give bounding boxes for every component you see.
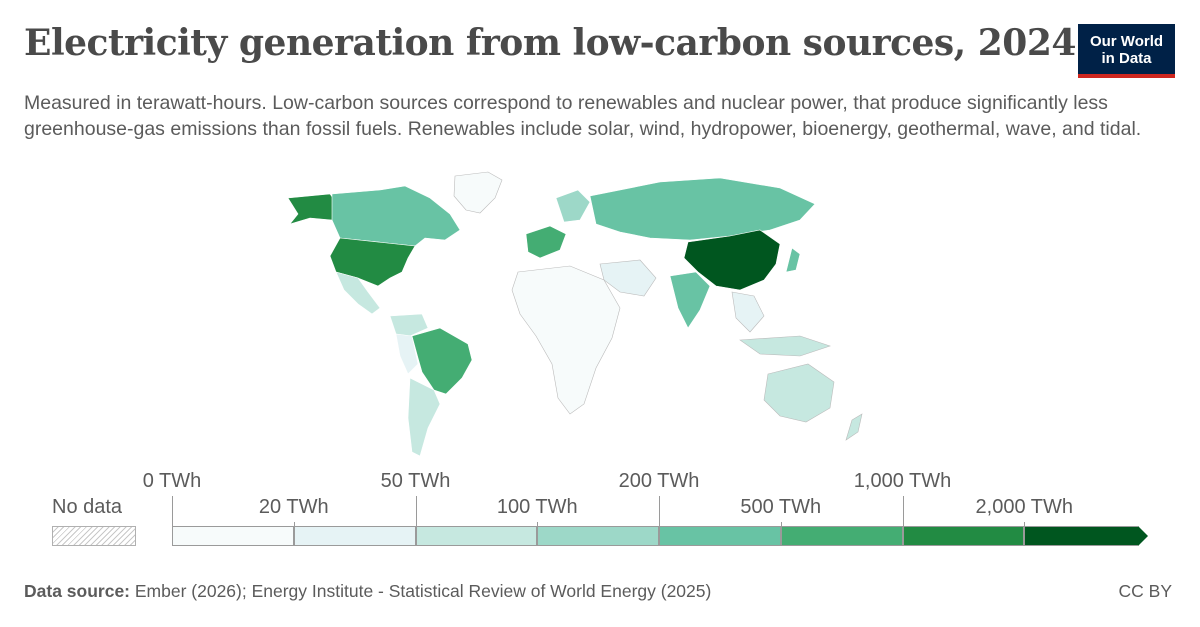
chart-title: Electricity generation from low-carbon s… — [24, 22, 1076, 64]
region-india[interactable] — [669, 271, 711, 329]
region-argentina[interactable] — [407, 377, 441, 457]
legend-tick-line — [293, 522, 295, 546]
region-united-states[interactable] — [329, 237, 416, 287]
legend-tick-upper: 1,000 TWh — [853, 470, 952, 492]
legend-bin-7[interactable] — [1024, 526, 1138, 546]
region-indonesia[interactable] — [739, 335, 831, 357]
legend-bin-1[interactable] — [293, 526, 416, 546]
region-japan[interactable] — [785, 247, 801, 273]
legend-tick-line — [537, 522, 539, 546]
region-new-zealand[interactable] — [845, 413, 863, 441]
legend-tick-upper: 200 TWh — [618, 470, 700, 492]
data-source: Data source: Ember (2026); Energy Instit… — [24, 581, 711, 602]
region-australia[interactable] — [763, 363, 835, 423]
color-legend: No data 0 TWh 50 TWh 200 TWh 1,000 TWh 20 TW… — [0, 466, 1200, 556]
license-link[interactable]: CC BY — [1118, 581, 1172, 601]
logo-line-1: Our World — [1089, 33, 1164, 50]
region-western-europe[interactable] — [525, 225, 567, 259]
legend-tick-lower: 20 TWh — [258, 496, 329, 518]
region-north-south-america[interactable] — [389, 313, 429, 337]
data-source-label: Data source: — [24, 581, 131, 601]
legend-tick-upper: 0 TWh — [142, 470, 202, 492]
region-china[interactable] — [683, 229, 781, 291]
no-data-swatch — [52, 526, 136, 546]
region-greenland[interactable] — [453, 171, 503, 214]
legend-bin-5[interactable] — [780, 526, 903, 546]
world-map[interactable] — [240, 168, 880, 468]
legend-arrow — [1138, 526, 1148, 546]
legend-tick-line — [902, 496, 904, 546]
legend-tick-upper: 50 TWh — [380, 470, 451, 492]
legend-tick-lower: 100 TWh — [496, 496, 578, 518]
logo-line-2: in Data — [1101, 50, 1152, 67]
region-southeast-asia[interactable] — [731, 291, 765, 333]
region-mexico[interactable] — [335, 271, 381, 315]
data-source-text: Ember (2026); Energy Institute - Statist… — [130, 581, 712, 601]
legend-bin-6[interactable] — [902, 526, 1025, 546]
region-russia[interactable] — [589, 177, 816, 241]
legend-bin-2[interactable] — [415, 526, 538, 546]
owid-logo[interactable]: Our World in Data — [1078, 24, 1175, 78]
legend-tick-line — [415, 496, 417, 546]
region-canada[interactable] — [331, 185, 461, 247]
region-andes[interactable] — [395, 333, 419, 375]
legend-tick-lower: 2,000 TWh — [975, 496, 1073, 518]
legend-tick-line — [172, 496, 173, 546]
legend-bin-3[interactable] — [537, 526, 659, 546]
legend-tick-line — [780, 522, 782, 546]
legend-bin-4[interactable] — [659, 526, 781, 546]
no-data-label: No data — [52, 496, 123, 518]
legend-tick-lower: 500 TWh — [740, 496, 822, 518]
region-africa[interactable] — [511, 265, 621, 415]
legend-tick-line — [1024, 522, 1026, 546]
region-scandinavia[interactable] — [555, 189, 591, 223]
legend-bin-0[interactable] — [172, 526, 294, 546]
region-alaska[interactable] — [287, 193, 341, 225]
legend-tick-line — [659, 496, 660, 546]
region-brazil[interactable] — [411, 327, 473, 395]
chart-subtitle: Measured in terawatt-hours. Low-carbon s… — [24, 92, 1142, 140]
